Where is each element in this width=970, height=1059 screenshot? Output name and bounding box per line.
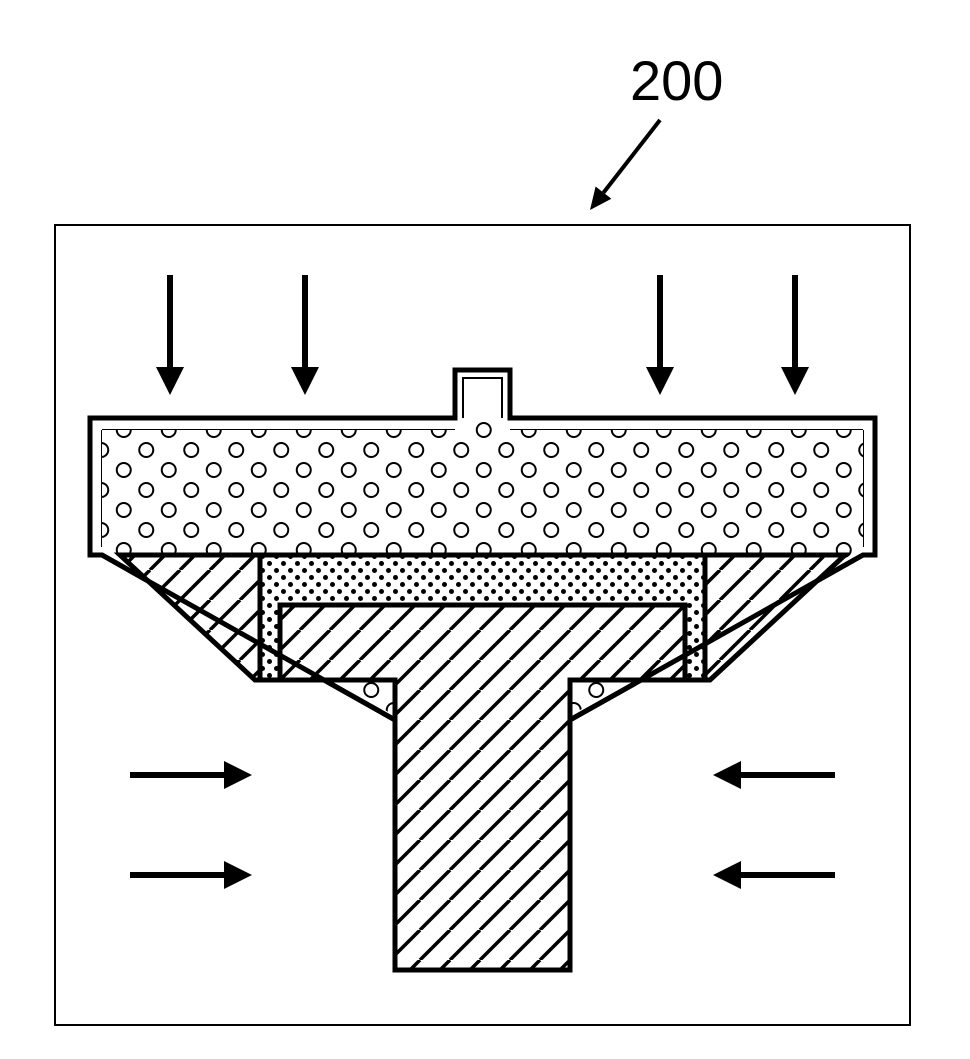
label-pointer [604,120,660,193]
figure-label: 200 [630,49,723,112]
diagram-canvas: 200 [0,0,970,1059]
abutment-left [120,555,260,680]
abutment-right [705,555,845,680]
pier-t-shape [280,605,685,970]
